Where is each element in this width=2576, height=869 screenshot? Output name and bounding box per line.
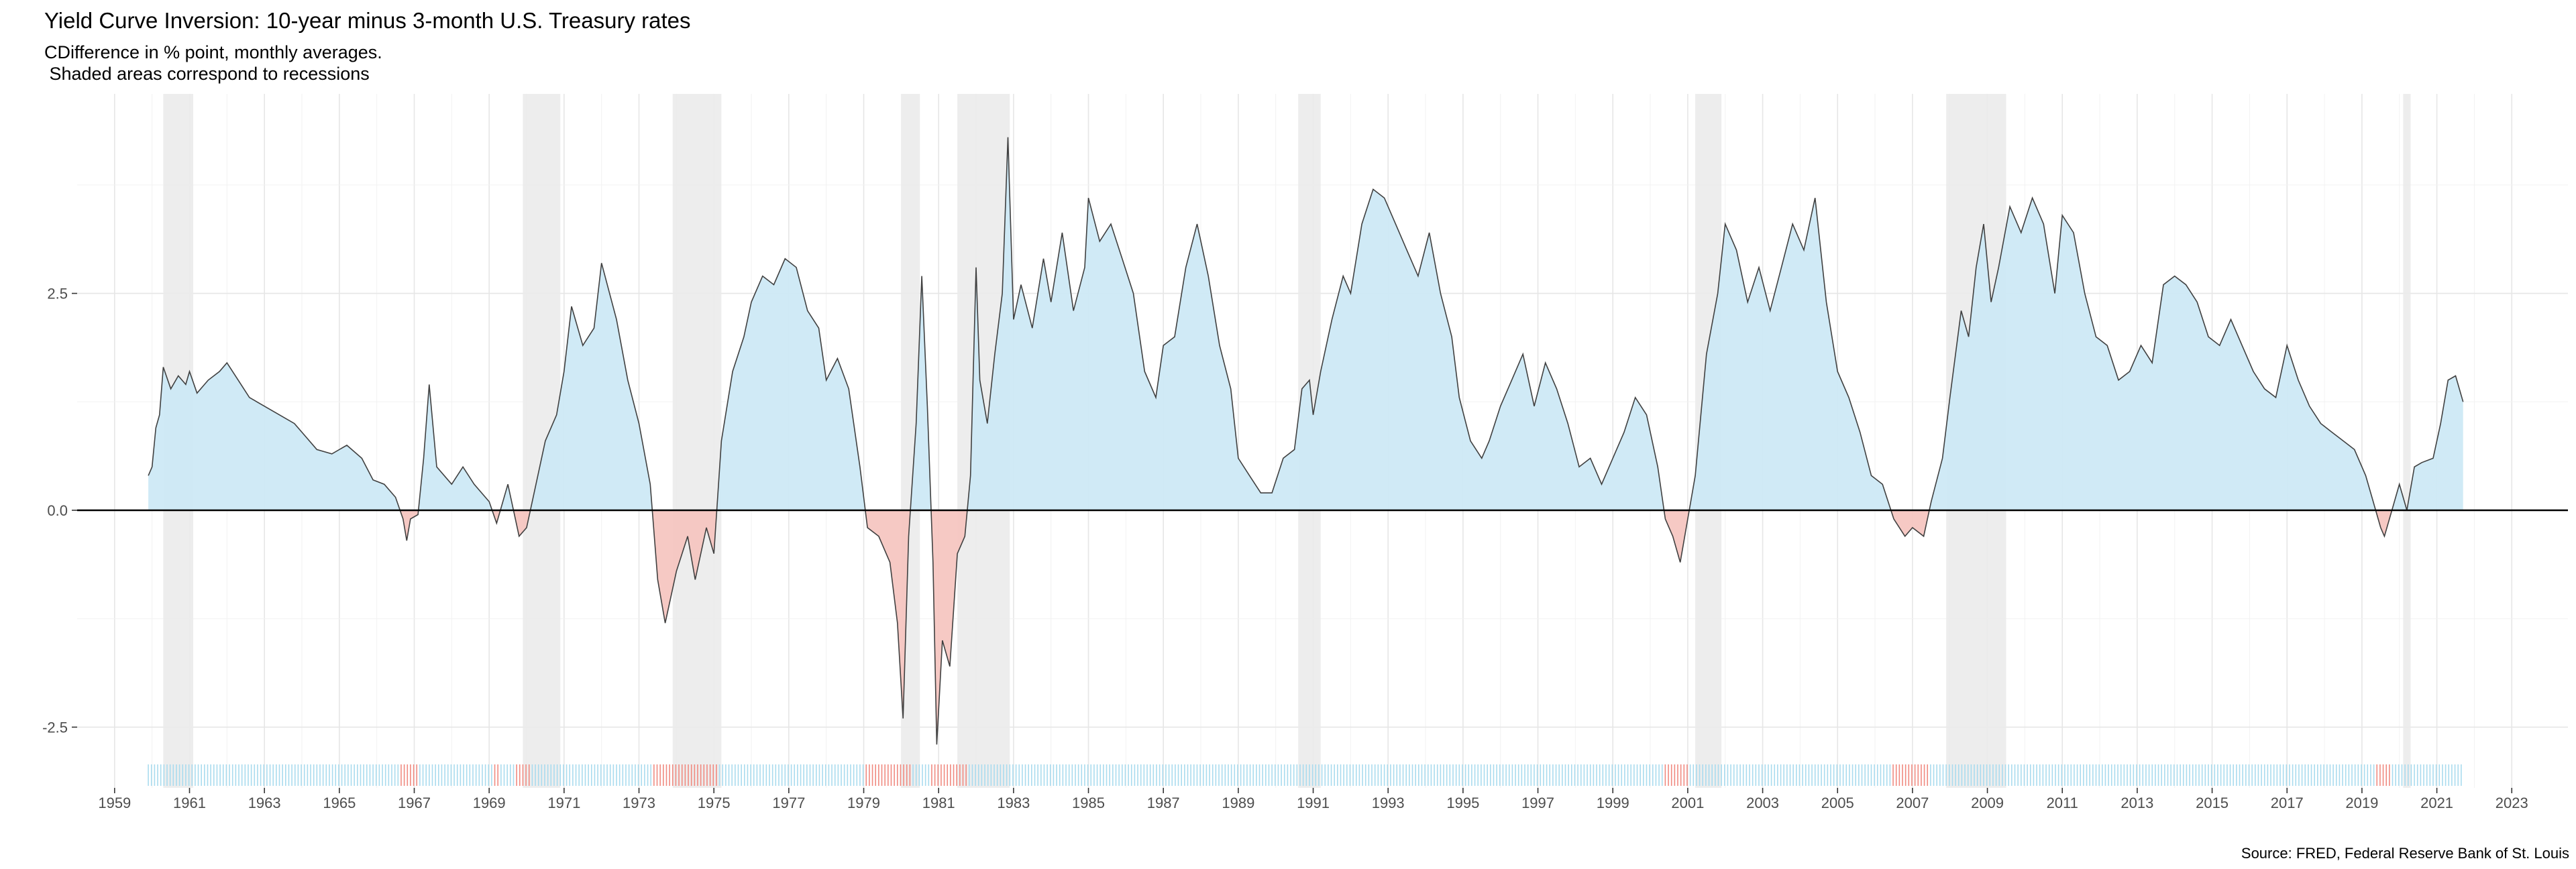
x-tick-label: 1959 [98, 795, 131, 811]
positive-spread-area [967, 137, 1664, 510]
y-tick-label: 2.5 [47, 286, 68, 302]
x-tick-label: 2001 [1671, 795, 1704, 811]
positive-spread-area [910, 276, 931, 510]
x-tick-label: 1979 [847, 795, 880, 811]
negative-spread-area [492, 510, 500, 524]
x-tick-label: 2005 [1821, 795, 1854, 811]
x-tick-label: 1985 [1072, 795, 1105, 811]
x-tick-label: 1981 [922, 795, 955, 811]
x-tick-label: 1995 [1446, 795, 1479, 811]
positive-spread-area [530, 263, 653, 510]
recession-band [2403, 94, 2411, 788]
x-tick-label: 1975 [698, 795, 731, 811]
positive-spread-area [418, 384, 492, 510]
positive-spread-area [1929, 198, 2376, 510]
x-tick-label: 1963 [248, 795, 281, 811]
x-tick-label: 2019 [2345, 795, 2378, 811]
positive-spread-area [2392, 375, 2463, 510]
x-tick-label: 2011 [2047, 795, 2078, 811]
negative-spread-area [931, 510, 967, 745]
spread-area [148, 137, 2464, 745]
x-tick-label: 2017 [2271, 795, 2304, 811]
x-tick-label: 2023 [2496, 795, 2528, 811]
x-tick-label: 1971 [547, 795, 580, 811]
x-tick-label: 2009 [1971, 795, 2004, 811]
y-tick-label: -2.5 [42, 719, 68, 736]
spread-line [148, 137, 2464, 745]
x-tick-label: 1961 [173, 795, 206, 811]
recession-band [672, 94, 722, 788]
positive-spread-area [716, 258, 865, 510]
x-tick-label: 1993 [1372, 795, 1405, 811]
x-tick-label: 2003 [1746, 795, 1779, 811]
x-tick-label: 1991 [1297, 795, 1330, 811]
x-tick-label: 2007 [1896, 795, 1929, 811]
chart-subtitle: CDifference in % point, monthly averages… [44, 42, 382, 84]
x-tick-label: 1973 [623, 795, 655, 811]
y-tick-label: 0.0 [47, 502, 68, 519]
negative-spread-area [652, 510, 717, 624]
x-tick-label: 1967 [398, 795, 431, 811]
x-tick-label: 1987 [1147, 795, 1180, 811]
recession-bands [163, 94, 2411, 788]
x-tick-label: 2013 [2121, 795, 2153, 811]
x-tick-label: 2015 [2196, 795, 2229, 811]
x-tick-label: 1965 [323, 795, 356, 811]
chart-caption: Source: FRED, Federal Reserve Bank of St… [2241, 845, 2569, 862]
negative-spread-area [1664, 510, 1690, 563]
negative-spread-area [865, 510, 911, 719]
x-tick-label: 1997 [1521, 795, 1554, 811]
positive-spread-area [1689, 198, 1891, 510]
negative-spread-area [2375, 510, 2392, 536]
x-tick-label: 1969 [473, 795, 506, 811]
positive-spread-area [500, 484, 514, 510]
axis-ticks: 1959 1961 1963 1965 1967 1969 1971 1973 1975 1977… [42, 286, 2528, 811]
x-tick-label: 1999 [1597, 795, 1629, 811]
x-tick-label: 1977 [772, 795, 805, 811]
chart-title: Yield Curve Inversion: 10-year minus 3-m… [44, 8, 691, 33]
positive-spread-area [148, 363, 400, 510]
x-tick-label: 1989 [1222, 795, 1254, 811]
x-tick-label: 1983 [997, 795, 1030, 811]
sign-rug [148, 764, 2462, 786]
x-tick-label: 2021 [2420, 795, 2453, 811]
negative-spread-area [1890, 510, 1929, 536]
